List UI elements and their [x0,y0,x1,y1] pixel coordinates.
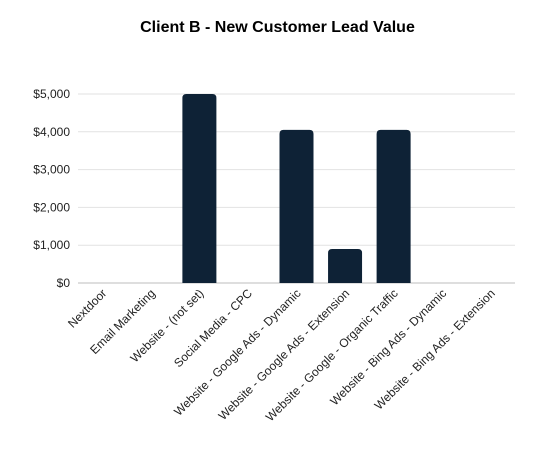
chart-title: Client B - New Customer Lead Value [140,19,415,36]
y-tick-label: $2,000 [33,200,70,214]
x-tick-label: Nextdoor [65,286,109,330]
y-tick-label: $1,000 [33,238,70,252]
y-axis-ticks: $0 $1,000 $2,000 $3,000 $4,000 $5,000 [33,87,70,290]
y-tick-label: $3,000 [33,163,70,177]
bar [328,248,363,283]
bar [279,129,314,283]
y-tick-label: $4,000 [33,125,70,139]
bar [376,129,411,283]
y-tick-label: $0 [57,276,71,290]
bars [182,94,411,283]
bar [182,94,217,283]
y-tick-label: $5,000 [33,87,70,101]
